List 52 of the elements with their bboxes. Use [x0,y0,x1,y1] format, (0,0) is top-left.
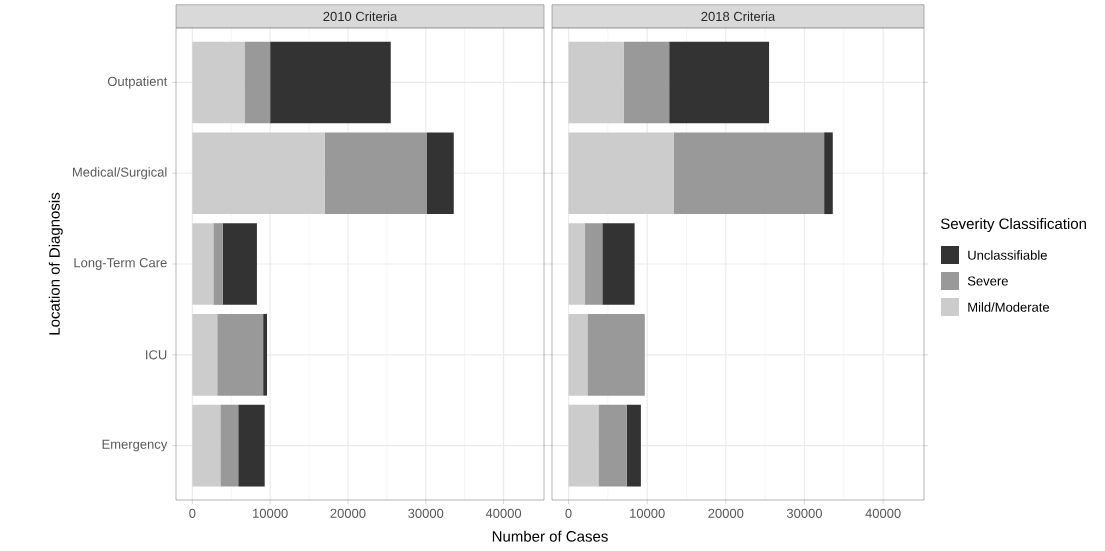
legend-label: Unclassifiable [968,250,1047,260]
bar [192,404,221,487]
y-tick-label: Long-Term Care [74,258,167,270]
bar [263,313,268,396]
x-tick-label: 0 [565,508,572,518]
bar [222,223,257,305]
x-tick-label: 40000 [485,508,522,518]
bar [244,41,271,124]
bar [568,313,588,396]
bar [192,132,325,215]
x-tick-label: 20000 [708,508,744,518]
bar [598,404,627,487]
bar [426,132,454,215]
y-axis-title: Location of Diagnosis [48,192,63,335]
bar [673,132,825,215]
bar [192,41,245,124]
bar [324,132,427,215]
bar [585,223,603,305]
y-tick-label: Outpatient [107,76,168,89]
bar [568,404,599,487]
bar [213,223,223,305]
x-tick-label: 10000 [253,508,288,518]
x-tick-label: 30000 [786,508,823,518]
legend-title: Severity Classification [940,218,1086,232]
y-tick-label: Medical/Surgical [72,167,167,180]
bar [238,404,265,487]
bar [824,132,833,215]
legend-label: Mild/Moderate [968,302,1050,312]
bar [568,132,674,215]
chart-title: 2018 Criteria [701,11,776,22]
x-tick-label: 0 [189,508,196,518]
chart-title: 2010 Criteria [323,11,398,22]
bar [568,223,586,305]
x-tick-label: 20000 [330,508,366,518]
y-tick-label: ICU [146,350,167,360]
x-tick-label: 40000 [865,508,901,518]
x-axis-title: Number of Cases [492,530,608,542]
bar [192,223,214,305]
bar [220,404,239,487]
bar [192,313,218,396]
bar [669,41,770,124]
bar [270,41,391,124]
legend-label: Severe [967,276,1008,286]
bar [626,404,641,487]
bar [623,41,670,124]
x-tick-label: 10000 [630,508,665,518]
bar [602,223,635,305]
bar [587,313,645,396]
y-tick-label: Emergency [102,439,168,452]
x-tick-label: 30000 [408,508,444,518]
bar [217,313,264,396]
bar [568,41,624,124]
